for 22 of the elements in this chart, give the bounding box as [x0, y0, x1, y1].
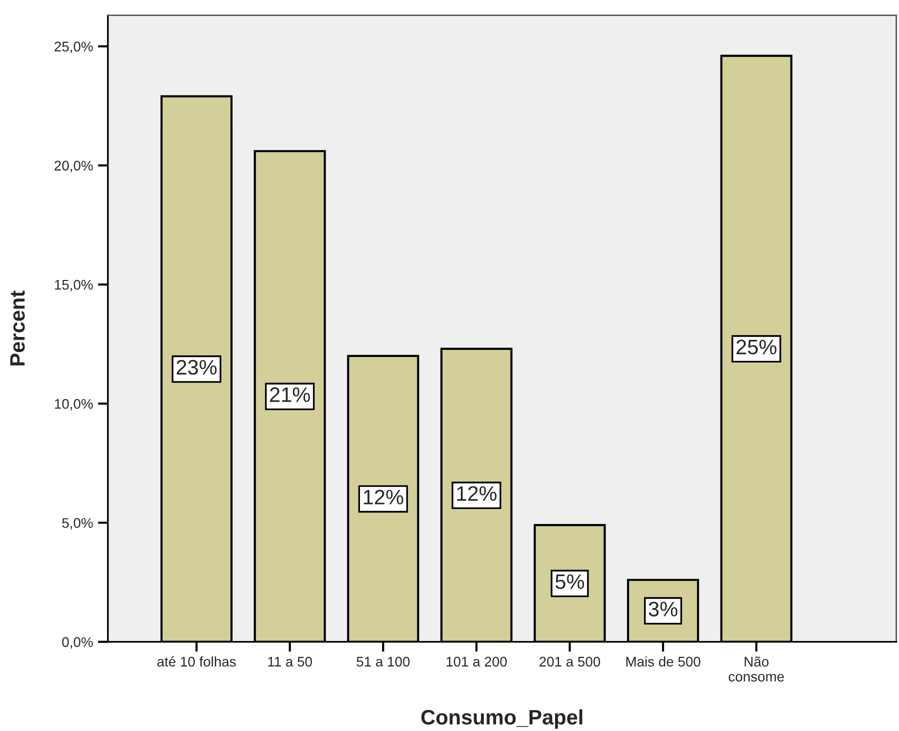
- data-label: 12%: [457, 486, 497, 501]
- y-tick-label: 5,0%: [62, 518, 93, 530]
- x-tick-label: Mais de 500: [626, 656, 700, 667]
- x-tick-label: 101 a 200: [446, 656, 507, 667]
- x-tick-label: 11 a 50: [268, 656, 312, 667]
- x-axis-title: Consumo_Papel: [421, 709, 582, 729]
- x-tick-label: 201 a 500: [540, 656, 600, 667]
- x-tick-label: até 10 folhas: [157, 656, 236, 667]
- data-label: 3%: [648, 602, 678, 616]
- y-tick-label: 25,0%: [54, 42, 93, 54]
- y-tick-label: 0,0%: [62, 637, 93, 649]
- y-tick-label: 20,0%: [54, 160, 93, 172]
- x-tick-label: 51 a 100: [356, 656, 410, 667]
- data-label: 5%: [556, 574, 584, 590]
- data-label: 21%: [270, 387, 310, 402]
- x-tick-label: Não consome: [728, 656, 784, 682]
- y-tick-label: 15,0%: [54, 280, 93, 292]
- data-label: 12%: [364, 490, 404, 504]
- y-tick-label: 10,0%: [54, 398, 93, 410]
- y-axis-title: Percent: [10, 290, 25, 366]
- data-label: 25%: [736, 340, 776, 354]
- data-label: 23%: [176, 360, 217, 375]
